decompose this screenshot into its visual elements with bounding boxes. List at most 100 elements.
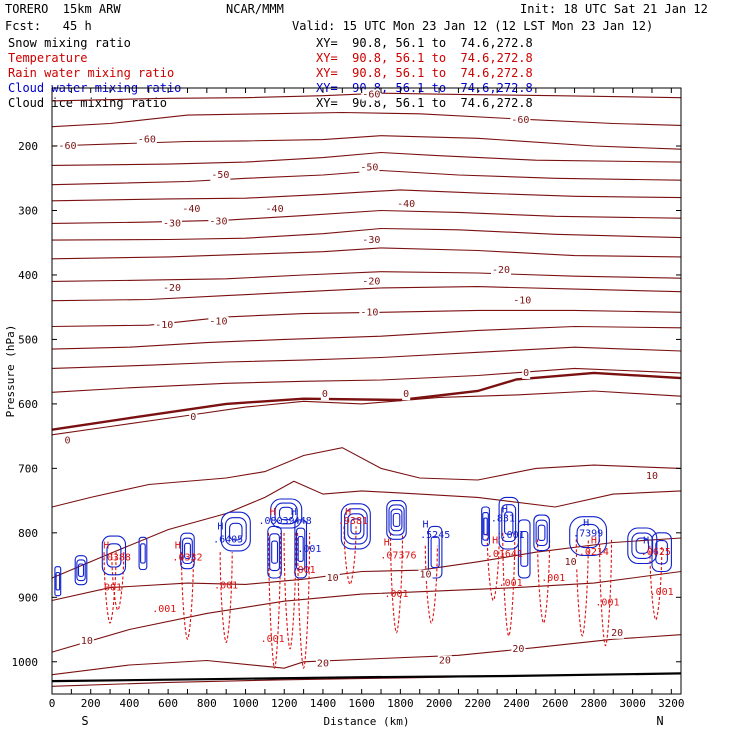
isotherm-label-mask <box>359 162 380 174</box>
cloud-water-contour <box>651 532 672 573</box>
rain-contour-label: .0625 <box>641 547 671 558</box>
maximum-h-marker: H <box>103 541 109 552</box>
rain-contour-label: .001 <box>261 634 285 645</box>
isotherm-label-mask <box>510 115 531 127</box>
cloud-water-contour <box>347 513 365 540</box>
isotherm-label: -20 <box>163 283 181 294</box>
cloud-water-contour <box>229 522 243 541</box>
cloud-water-contour <box>274 502 298 525</box>
cloud-water-contour <box>350 518 362 535</box>
isotherm-line <box>51 247 682 260</box>
isotherm-label: 10 <box>420 570 432 581</box>
rain-contour-label: .001 <box>98 583 122 594</box>
cloud-water-contour <box>278 506 294 521</box>
cloud-water-contour <box>631 532 654 559</box>
isotherm-line <box>51 634 682 676</box>
cloud-water-contour <box>294 519 308 579</box>
cloud-water-contour <box>180 532 195 570</box>
isotherm-line <box>51 111 682 128</box>
field-rain-label: Rain water mixing ratio <box>8 66 175 80</box>
isotherm-label: -10 <box>513 296 531 307</box>
isotherm-line <box>51 209 682 224</box>
isotherm-label-mask <box>610 627 625 639</box>
cloud-water-label: .7399 <box>573 528 603 539</box>
x-tick-label: 0 <box>49 697 56 710</box>
cloud-water-contour <box>344 508 368 545</box>
terrain-surface-line <box>51 672 682 683</box>
isotherm-label: 20 <box>611 628 623 639</box>
isotherm-label: 20 <box>317 659 329 670</box>
isotherm-label-mask <box>154 320 175 332</box>
maximum-h-marker: H <box>643 536 649 547</box>
cloud-water-contour <box>535 519 548 547</box>
isotherm-label-mask <box>161 218 183 230</box>
isotherm-line <box>51 92 682 102</box>
cloud-water-contour <box>392 512 401 527</box>
cloud-water-contour <box>517 519 531 579</box>
maximum-h-marker: H <box>270 507 276 518</box>
cloud-water-contour <box>533 514 550 552</box>
isotherm-line <box>51 325 682 350</box>
init-time: Init: 18 UTC Sat 21 Jan 12 <box>520 2 708 16</box>
rain-shaft-contour <box>486 532 500 602</box>
isotherm-label: -50 <box>360 162 378 173</box>
isotherm-label-mask <box>396 199 417 211</box>
maximum-h-marker: H <box>502 505 508 516</box>
rain-shaft-contour <box>389 532 404 634</box>
isotherm-label-mask <box>361 89 382 101</box>
y-tick-label: 300 <box>18 204 38 217</box>
rain-contour-label: .0388 <box>101 552 131 563</box>
isotherm-label-mask <box>189 411 198 423</box>
isotherm-line <box>51 227 682 241</box>
field-cloudice-label: Cloud ice mixing ratio <box>8 96 167 110</box>
maximum-h-marker: H <box>423 519 429 530</box>
isotherm-label-mask <box>57 141 78 153</box>
plot-frame <box>51 87 682 695</box>
x-tick-label: 200 <box>81 697 101 710</box>
cloud-water-contour <box>430 536 440 569</box>
rain-shaft-contour <box>598 539 613 647</box>
y-axis-title: Pressure (hPa) <box>4 325 17 418</box>
cloud-water-contour <box>481 506 490 547</box>
cloud-water-contour <box>184 542 191 560</box>
isotherm-line <box>51 151 682 166</box>
isotherm-label: -20 <box>362 276 380 287</box>
isotherm-label-mask <box>361 235 382 247</box>
isotherm-label-mask <box>563 556 578 568</box>
isotherm-label-mask <box>359 307 380 319</box>
x-tick-label: 2000 <box>426 697 453 710</box>
cloud-water-contour <box>220 511 251 552</box>
isotherm-label-mask <box>208 316 229 328</box>
isotherm-label-mask <box>79 636 94 648</box>
isotherm-label: -60 <box>58 141 76 152</box>
isotherm-line <box>51 447 682 508</box>
isotherm-label: -40 <box>266 204 284 215</box>
isotherm-label: 10 <box>565 557 577 568</box>
rain-shaft-contour <box>537 539 551 624</box>
isotherm-label: -50 <box>211 170 229 181</box>
isotherm-line <box>51 286 682 302</box>
cloud-water-contour <box>269 533 280 572</box>
isotherm-label-mask <box>511 643 526 655</box>
cloud-water-contour <box>54 566 62 597</box>
isotherm-label-mask <box>490 264 512 276</box>
isotherm-label: 20 <box>512 644 524 655</box>
x-tick-label: 2400 <box>503 697 530 710</box>
cloud-water-contour <box>635 537 650 554</box>
isotherm-label: -10 <box>155 320 173 331</box>
cloud-water-contour <box>390 508 403 532</box>
rain-shaft-contour <box>268 532 282 669</box>
rain-contour-label: .01641 <box>487 549 523 560</box>
x-tick-label: 3200 <box>658 697 685 710</box>
rain-contour-label: .07376 <box>380 550 416 561</box>
isotherm-label: -30 <box>209 216 227 227</box>
cloud-water-contour <box>182 537 193 565</box>
isotherm-line <box>51 480 682 579</box>
rain-contour-label: .001 <box>152 604 176 615</box>
cloud-water-contour <box>504 511 514 535</box>
rain-shaft-contour <box>111 552 125 611</box>
isotherm-label-mask <box>325 572 340 584</box>
isotherm-label-mask <box>361 276 382 288</box>
field-snow-label: Snow mixing ratio <box>8 36 131 50</box>
isotherm-line <box>51 367 682 393</box>
